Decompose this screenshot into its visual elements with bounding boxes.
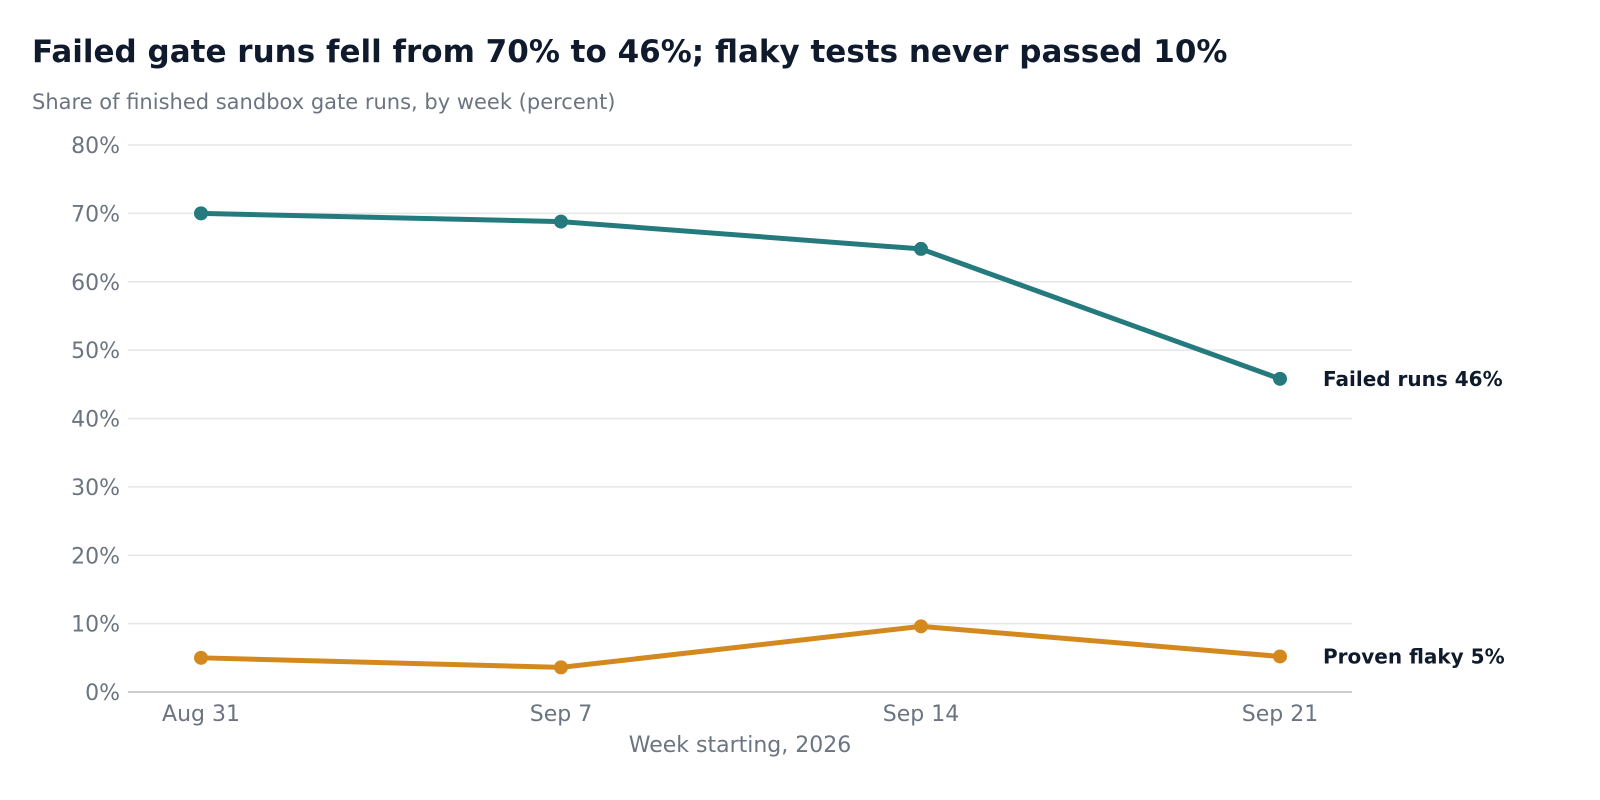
y-tick-label: 70%: [71, 202, 120, 227]
y-tick-label: 80%: [71, 134, 120, 159]
x-tick-label: Aug 31: [162, 702, 240, 727]
series-line-proven-flaky: [198, 623, 1283, 670]
y-tick-label: 50%: [71, 339, 120, 364]
x-tick-label: Sep 21: [1242, 702, 1318, 727]
data-point-proven-flaky: [194, 650, 208, 665]
y-tick-label: 60%: [71, 271, 120, 296]
series-line-failed-runs: [198, 210, 1283, 382]
y-tick-label: 0%: [85, 681, 120, 706]
data-point-proven-flaky: [554, 660, 568, 675]
series-end-label-failed-runs: Failed runs 46%: [1323, 367, 1503, 391]
chart-title: Failed gate runs fell from 70% to 46%; f…: [32, 34, 1228, 70]
data-point-proven-flaky: [1273, 649, 1287, 664]
data-point-failed-runs: [914, 241, 928, 256]
x-tick-label: Sep 14: [883, 702, 959, 727]
y-tick-label: 10%: [71, 613, 120, 638]
data-point-failed-runs: [1273, 371, 1287, 386]
x-tick-label: Sep 7: [530, 702, 592, 727]
series-end-label-proven-flaky: Proven flaky 5%: [1323, 644, 1505, 668]
y-tick-label: 20%: [71, 544, 120, 569]
y-tick-label: 40%: [71, 408, 120, 433]
data-point-failed-runs: [554, 214, 568, 229]
y-tick-label: 30%: [71, 476, 120, 501]
data-point-proven-flaky: [914, 619, 928, 634]
x-axis-label: Week starting, 2026: [629, 733, 852, 758]
data-point-failed-runs: [194, 206, 208, 221]
chart-subtitle: Share of finished sandbox gate runs, by …: [32, 90, 616, 114]
